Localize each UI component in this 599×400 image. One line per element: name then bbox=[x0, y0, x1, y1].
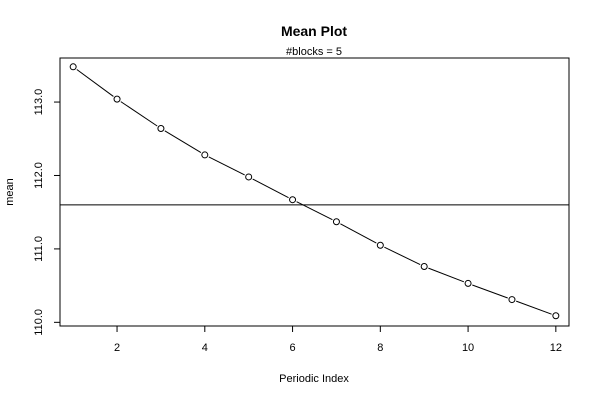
x-axis: 2 4 6 8 10 12 bbox=[114, 326, 562, 354]
data-point bbox=[464, 279, 472, 287]
y-tick-label: 113.0 bbox=[33, 89, 45, 116]
series-line-segment bbox=[164, 130, 202, 154]
chart-title: Mean Plot bbox=[281, 23, 347, 39]
y-tick-label: 112.0 bbox=[33, 162, 45, 189]
y-tick-label: 110.0 bbox=[33, 309, 45, 336]
x-tick-label: 12 bbox=[550, 342, 562, 354]
data-point bbox=[69, 63, 77, 71]
series-line-segment bbox=[340, 223, 377, 244]
plot-frame bbox=[59, 57, 570, 327]
x-tick-label: 4 bbox=[202, 342, 208, 354]
series-line-segment bbox=[208, 156, 245, 176]
data-point bbox=[245, 173, 253, 181]
data-point bbox=[552, 312, 560, 320]
y-axis-label: mean bbox=[4, 178, 16, 206]
data-point bbox=[420, 263, 428, 271]
series-line-segment bbox=[76, 69, 114, 97]
data-point bbox=[376, 241, 384, 249]
chart-subtitle: #blocks = 5 bbox=[286, 46, 342, 58]
data-point bbox=[332, 218, 340, 226]
data-point bbox=[508, 296, 516, 304]
series-line-segment bbox=[120, 101, 158, 127]
x-tick-label: 8 bbox=[377, 342, 383, 354]
series-line-segment bbox=[472, 284, 508, 299]
series-layer bbox=[69, 63, 560, 320]
x-tick-label: 6 bbox=[289, 342, 295, 354]
data-point bbox=[289, 196, 297, 204]
x-axis-label: Periodic Index bbox=[279, 373, 349, 385]
y-axis: 110.0 111.0 112.0 113.0 bbox=[33, 89, 60, 336]
x-tick-label: 2 bbox=[114, 342, 120, 354]
data-point bbox=[113, 95, 121, 103]
x-tick-label: 10 bbox=[462, 342, 474, 354]
series-line-segment bbox=[296, 201, 333, 221]
series-line-segment bbox=[384, 246, 421, 266]
series-line-segment bbox=[516, 300, 552, 315]
y-tick-label: 111.0 bbox=[33, 236, 45, 262]
series-line-segment bbox=[252, 178, 289, 199]
data-point bbox=[157, 124, 165, 132]
data-point bbox=[201, 151, 209, 159]
series-line-segment bbox=[428, 267, 465, 283]
